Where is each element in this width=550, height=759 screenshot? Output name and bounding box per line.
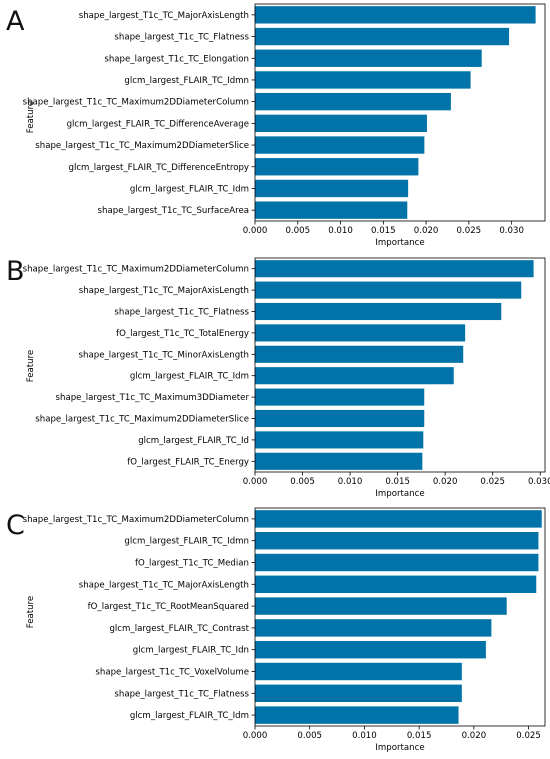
bar [255, 281, 522, 299]
feature-importance-chart-a: shape_largest_T1c_TC_MajorAxisLengthshap… [23, 3, 546, 248]
y-tick-label: fO_largest_FLAIR_TC_Energy [127, 457, 249, 467]
bar [255, 409, 425, 428]
y-tick-label: glcm_largest_FLAIR_TC_Idn [133, 646, 249, 656]
y-tick-label: glcm_largest_FLAIR_TC_Idm [130, 372, 249, 382]
feature-importance-chart-b: shape_largest_T1c_TC_Maximum2DDiameterCo… [23, 257, 550, 499]
x-tick-label: 0.005 [297, 731, 322, 741]
y-tick-label: shape_largest_T1c_TC_MinorAxisLength [79, 350, 249, 360]
axes-frame [254, 507, 546, 727]
x-axis-label: Importance [375, 489, 424, 499]
bar [255, 27, 510, 46]
y-tick-label: shape_largest_T1c_TC_Maximum2DDiameterCo… [23, 98, 249, 108]
x-tick-label: 0.000 [243, 226, 268, 236]
bar [255, 324, 466, 342]
axes-frame [254, 257, 546, 473]
x-tick-label: 0.005 [290, 477, 315, 487]
bar [255, 302, 502, 321]
x-tick-label: 0.025 [516, 731, 541, 741]
bar [255, 640, 486, 659]
x-tick-label: 0.000 [243, 477, 268, 487]
bar [255, 179, 409, 198]
chart-panel-b: B shape_largest_T1c_TC_Maximum2DDiameter… [0, 250, 550, 500]
bar [255, 71, 471, 89]
y-axis-label: Feature [26, 101, 36, 133]
x-tick-label: 0.025 [480, 477, 505, 487]
bar [255, 619, 492, 637]
y-tick-label: shape_largest_T1c_TC_SurfaceArea [98, 206, 249, 216]
y-tick-label: glcm_largest_FLAIR_TC_Idm [130, 711, 249, 721]
x-axis-label: Importance [375, 238, 424, 248]
bar [255, 684, 462, 703]
x-tick-label: 0.030 [499, 226, 524, 236]
y-tick-label: shape_largest_T1c_TC_Maximum2DDiameterSl… [35, 415, 249, 425]
bar [255, 553, 539, 572]
bar [255, 662, 462, 681]
bar [255, 575, 537, 594]
y-tick-label: shape_largest_T1c_TC_Flatness [114, 308, 249, 318]
y-tick-label: glcm_largest_FLAIR_TC_Contrast [109, 624, 249, 634]
x-tick-label: 0.020 [433, 477, 458, 487]
y-tick-label: glcm_largest_FLAIR_TC_Id [138, 436, 249, 446]
x-tick-label: 0.020 [414, 226, 439, 236]
bar [255, 388, 425, 406]
y-tick-label: shape_largest_T1c_TC_Elongation [104, 54, 249, 64]
bar [255, 158, 419, 176]
y-tick-label: fO_largest_T1c_TC_Median [135, 559, 249, 569]
y-tick-label: shape_largest_T1c_TC_VoxelVolume [95, 668, 249, 678]
y-tick-label: glcm_largest_FLAIR_TC_Idmn [124, 537, 249, 547]
x-tick-label: 0.000 [243, 731, 268, 741]
bar [255, 510, 542, 528]
panel-label-a: A [6, 6, 25, 37]
x-tick-label: 0.015 [407, 731, 432, 741]
y-tick-label: glcm_largest_FLAIR_TC_Idmn [124, 76, 249, 86]
y-tick-label: shape_largest_T1c_TC_MajorAxisLength [79, 286, 249, 296]
y-tick-label: shape_largest_T1c_TC_Maximum2DDiameterSl… [35, 141, 249, 151]
y-tick-label: glcm_largest_FLAIR_TC_DifferenceAverage [67, 119, 249, 129]
y-tick-label: fO_largest_T1c_TC_RootMeanSquared [88, 602, 249, 612]
chart-panel-c: C shape_largest_T1c_TC_Maximum2DDiameter… [0, 500, 550, 755]
x-axis-label: Importance [375, 743, 424, 753]
bar [255, 136, 425, 154]
bar [255, 452, 423, 470]
x-tick-label: 0.010 [328, 226, 353, 236]
bar [255, 431, 424, 449]
bar [255, 6, 536, 24]
y-tick-label: glcm_largest_FLAIR_TC_Idm [130, 184, 249, 194]
bar [255, 201, 408, 219]
bar [255, 92, 451, 111]
axes-frame [254, 3, 546, 222]
panel-label-c: C [6, 510, 25, 541]
bar [255, 706, 459, 724]
bar [255, 345, 464, 363]
bar [255, 531, 539, 550]
y-tick-label: shape_largest_T1c_TC_MajorAxisLength [79, 11, 249, 21]
y-tick-label: shape_largest_T1c_TC_MajorAxisLength [79, 580, 249, 590]
x-tick-label: 0.030 [528, 477, 550, 487]
x-tick-label: 0.020 [462, 731, 487, 741]
x-tick-label: 0.010 [338, 477, 363, 487]
y-tick-label: shape_largest_T1c_TC_Flatness [114, 33, 249, 43]
y-tick-label: fO_largest_T1c_TC_TotalEnergy [116, 329, 249, 339]
y-tick-label: shape_largest_T1c_TC_Maximum3DDiameter [56, 393, 250, 403]
chart-panel-a: A shape_largest_T1c_TC_MajorAxisLength sh… [0, 0, 550, 250]
x-tick-label: 0.010 [352, 731, 377, 741]
y-axis-label: Feature [26, 350, 36, 382]
y-tick-label: shape_largest_T1c_TC_Maximum2DDiameterCo… [23, 265, 249, 275]
x-tick-label: 0.015 [385, 477, 410, 487]
feature-importance-chart-c: shape_largest_T1c_TC_Maximum2DDiameterCo… [23, 507, 546, 753]
x-tick-label: 0.005 [285, 226, 310, 236]
y-tick-label: shape_largest_T1c_TC_Flatness [114, 689, 249, 699]
y-axis-label: Feature [26, 596, 36, 628]
y-tick-label: shape_largest_T1c_TC_Maximum2DDiameterCo… [23, 515, 249, 525]
bar [255, 367, 454, 385]
x-tick-label: 0.025 [457, 226, 482, 236]
bar [255, 114, 427, 133]
bar [255, 597, 507, 615]
bar [255, 49, 482, 67]
x-tick-label: 0.015 [371, 226, 396, 236]
y-tick-label: glcm_largest_FLAIR_TC_DifferenceEntropy [68, 163, 249, 173]
panel-label-b: B [6, 256, 25, 287]
bar [255, 260, 534, 278]
